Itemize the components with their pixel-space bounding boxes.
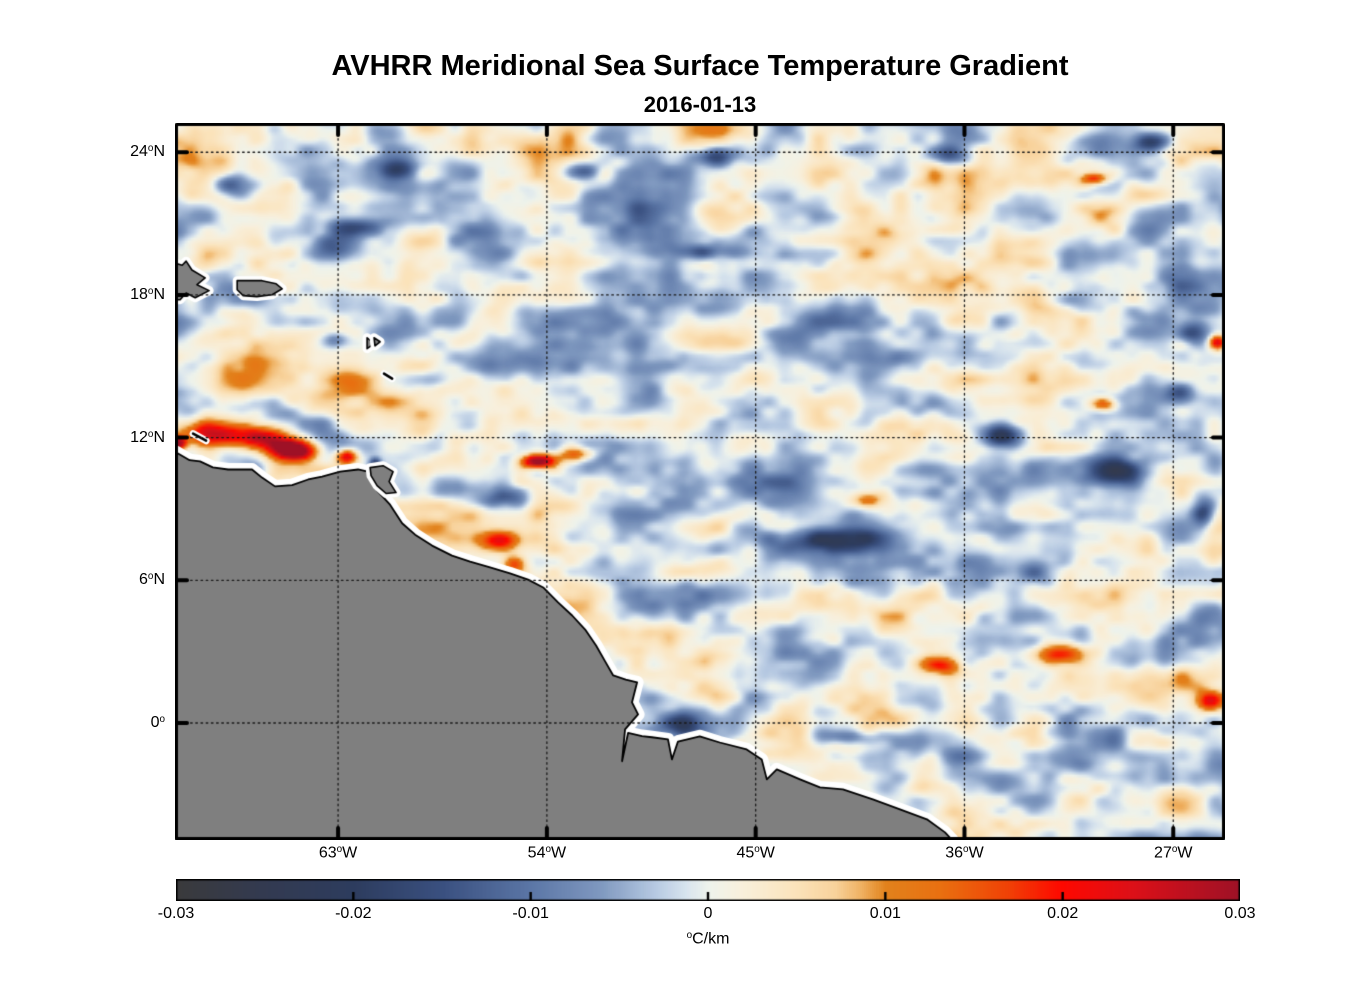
colorbar-tick-label: 0 [703,905,713,922]
colorbar-tick-label: -0.01 [512,905,549,922]
colorbar-tick-label: 0.02 [1047,905,1079,922]
y-tick-label: 0o [150,713,165,732]
colorbar-unit-label: oC/km [686,930,730,948]
x-tick-label: 54oW [527,844,567,862]
colorbar-tick-label: -0.03 [157,905,195,922]
x-tick-label: 27oW [1154,844,1193,862]
map-heatmap-canvas [175,123,1225,840]
colorbar-tick-label: 0.03 [1224,905,1256,922]
colorbar-tick-label: -0.02 [335,905,372,922]
x-tick-label: 45oW [736,844,775,862]
y-tick-label: 24oN [130,143,165,161]
x-tick-label: 63oW [318,844,358,862]
y-tick-label: 6oN [139,571,165,589]
chart-subtitle: 2016-01-13 [643,92,757,117]
y-tick-label: 12oN [130,428,165,446]
x-tick-label: 36oW [945,844,984,862]
colorbar-tick-label: 0.01 [869,905,901,922]
chart-title: AVHRR Meridional Sea Surface Temperature… [331,50,1069,82]
colorbar-canvas [176,879,1240,901]
y-tick-label: 18oN [130,285,165,304]
